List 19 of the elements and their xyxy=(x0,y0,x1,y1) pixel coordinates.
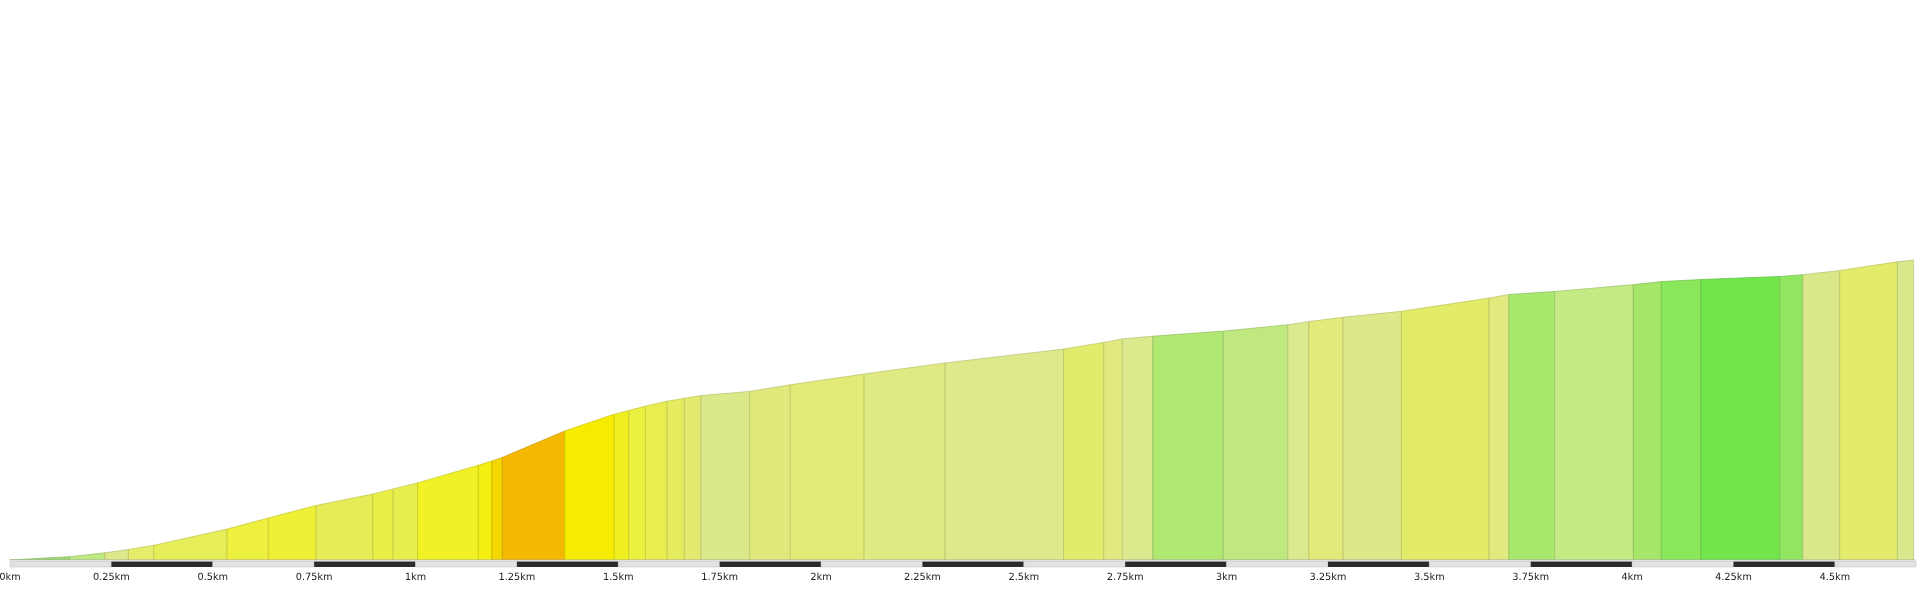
x-tick-label: 1.25km xyxy=(499,572,535,581)
x-tick-label: 2.25km xyxy=(904,572,940,581)
x-tick-label: 2km xyxy=(811,572,831,580)
x-tick-label: 1.5km xyxy=(604,572,633,581)
x-tick-label: 3km xyxy=(1216,572,1237,581)
x-tick-label: 4.5km xyxy=(1820,572,1850,581)
x-tick-label: 0km xyxy=(0,572,20,581)
x-tick-label: 3.5km xyxy=(1414,572,1444,581)
x-tick-label: 0.5km xyxy=(198,572,228,581)
x-tick-label: 4km xyxy=(1621,572,1642,580)
x-tick-label: 0.25km xyxy=(93,572,129,581)
x-tick-label: 1.75km xyxy=(702,572,738,581)
x-tick-label: 2.5km xyxy=(1009,572,1039,581)
x-tick-label: 1km xyxy=(405,572,426,580)
x-tick-label: 3.75km xyxy=(1513,572,1549,581)
x-tick-label: 0.75km xyxy=(296,572,332,581)
x-tick-label: 2.75km xyxy=(1107,572,1143,581)
x-tick-label: 4.25km xyxy=(1715,572,1752,581)
x-tick-label: 3.25km xyxy=(1310,572,1346,581)
